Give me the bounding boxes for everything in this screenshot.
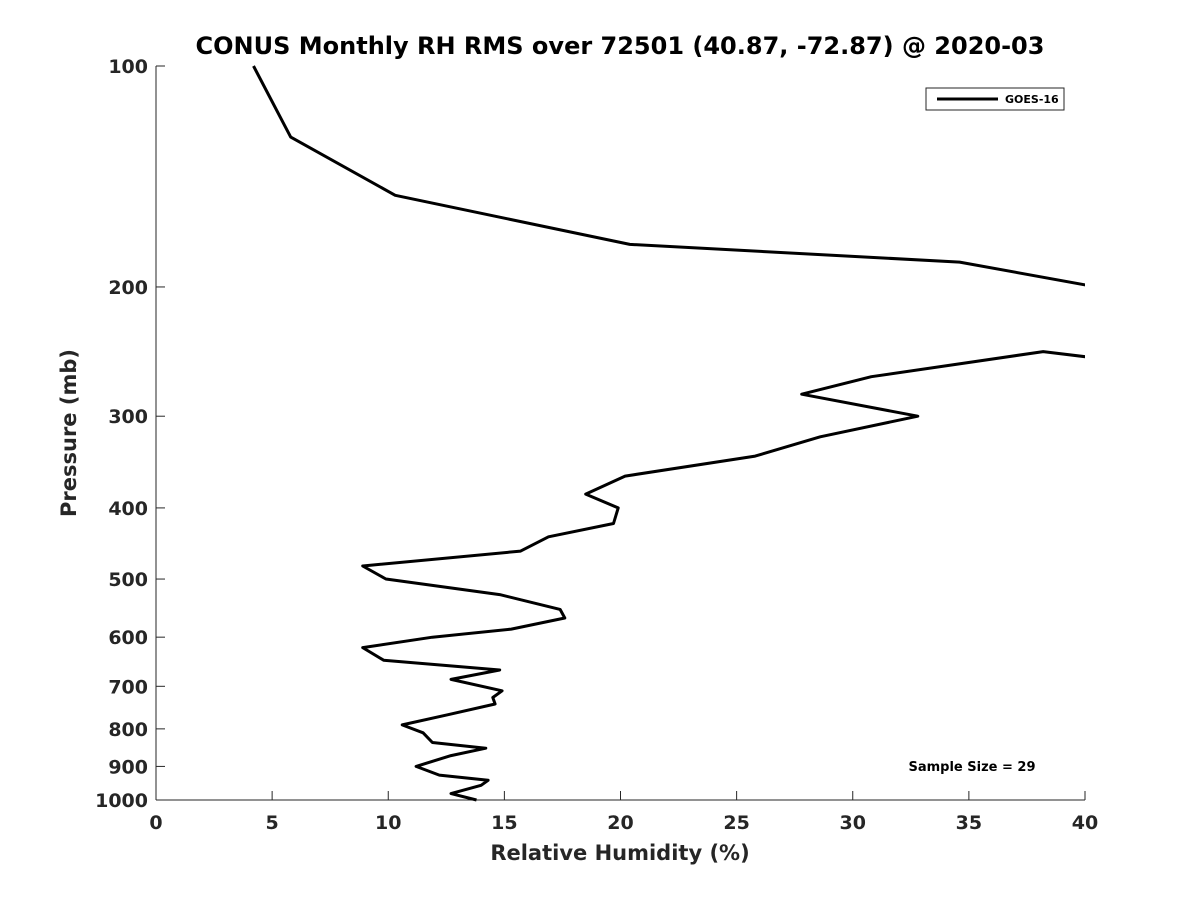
plot-area: [155, 66, 1085, 801]
y-tick-label: 900: [108, 756, 148, 778]
y-tick-label: 100: [108, 56, 148, 78]
series-layer: [252, 65, 1085, 802]
x-tick-label: 15: [491, 812, 517, 834]
y-axis-label: Pressure (mb): [57, 349, 81, 517]
x-tick-label: 25: [723, 812, 749, 834]
x-tick-label: 30: [840, 812, 866, 834]
x-tick-label: 0: [149, 812, 162, 834]
x-tick-label: 10: [375, 812, 401, 834]
legend: GOES-16: [925, 87, 1065, 111]
x-tick-label: 5: [266, 812, 279, 834]
y-tick-label: 300: [108, 406, 148, 428]
x-axis-ticks: 0 5 10 15 20 25 30 35 40: [149, 791, 1098, 834]
y-tick-label: 500: [108, 569, 148, 591]
x-tick-label: 20: [607, 812, 633, 834]
sample-size-annotation: Sample Size = 29: [908, 760, 1035, 775]
y-axis-ticks: 100 200 300 400 500 600 700 800 900 1000: [95, 56, 165, 812]
y-tick-label: 200: [108, 277, 148, 299]
legend-label-goes-16: GOES-16: [1005, 93, 1059, 106]
chart-title: CONUS Monthly RH RMS over 72501 (40.87, …: [196, 32, 1045, 60]
y-tick-label: 700: [108, 676, 148, 698]
series-line-goes-16: [252, 65, 1085, 802]
y-tick-label: 1000: [95, 790, 148, 812]
x-axis-label: Relative Humidity (%): [490, 841, 749, 865]
y-tick-label: 800: [108, 719, 148, 741]
y-tick-label: 400: [108, 498, 148, 520]
y-tick-label: 600: [108, 627, 148, 649]
x-tick-label: 40: [1072, 812, 1098, 834]
x-tick-label: 35: [956, 812, 982, 834]
